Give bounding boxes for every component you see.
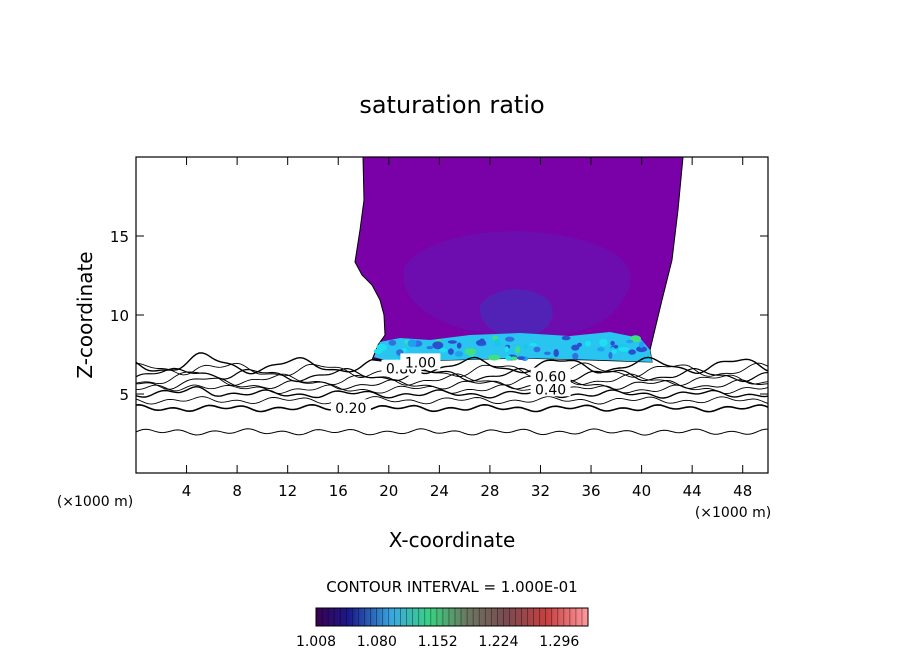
colorbar-ticks: 1.008 1.080 1.152 1.224 1.296 <box>296 634 579 650</box>
colorbar-tick-label: 1.152 <box>418 634 458 650</box>
contour-label-bg <box>530 380 571 397</box>
cloud-base-band <box>374 332 652 362</box>
cloud-cell <box>488 354 500 361</box>
x-tick-label: 32 <box>531 482 550 500</box>
x-tick-label: 16 <box>329 482 348 500</box>
inner-field <box>403 231 631 337</box>
x-tick-label: 20 <box>379 482 398 500</box>
cloud-cell <box>608 351 613 360</box>
cloud-cell <box>510 356 518 361</box>
cloud-cell <box>636 346 648 353</box>
x-tick-label: 36 <box>581 482 600 500</box>
contour-label: 0.60 <box>535 370 566 386</box>
contour-labels: 0.200.400.600.801.00 <box>330 353 571 417</box>
cloud-cell <box>515 346 521 354</box>
cloud-cell <box>630 335 641 343</box>
colorbar-tick-label: 1.224 <box>478 634 518 650</box>
cloud-cell <box>584 340 592 347</box>
x-tick-label: 44 <box>683 482 702 500</box>
cloud-cell <box>599 338 608 347</box>
x-axis-label: X-coordinate <box>389 528 516 552</box>
x-tick-label: 28 <box>480 482 499 500</box>
contour-line <box>136 384 768 395</box>
colorbar-tick-label: 1.008 <box>296 634 336 650</box>
cloud-cell <box>454 351 463 357</box>
cloud-cell <box>639 341 645 348</box>
cloud-cell <box>561 335 571 341</box>
cloud-cell <box>613 344 619 349</box>
chart-title: saturation ratio <box>359 91 544 119</box>
cloud-cell <box>432 341 444 350</box>
cloud-cell <box>505 355 512 361</box>
cloud-cell <box>448 348 454 355</box>
cloud-cell <box>388 339 397 346</box>
x-tick-label: 4 <box>182 482 192 500</box>
cloud-cell <box>626 339 634 344</box>
contour-label: 1.00 <box>405 355 436 371</box>
x-tick-label: 12 <box>278 482 297 500</box>
cloud-cell <box>376 343 388 351</box>
colorbar-tick-label: 1.296 <box>539 634 579 650</box>
x-unit-left: (×1000 m) <box>57 494 133 510</box>
plot-area <box>136 157 768 436</box>
y-tick-label: 10 <box>110 307 129 325</box>
cloud-cell <box>479 338 485 344</box>
cloud-cell <box>628 349 636 355</box>
cloud-cell <box>447 340 457 344</box>
cloud-cell <box>571 344 580 351</box>
cloud-cell <box>407 339 417 348</box>
contour-line <box>136 428 768 436</box>
cloud-cell <box>533 346 541 353</box>
cloud-cell <box>517 356 525 360</box>
colorbar-divisions <box>321 608 583 626</box>
x-tick-label: 24 <box>430 482 449 500</box>
cloud-cell <box>618 346 630 352</box>
contour-line <box>136 352 768 375</box>
cloud-cell <box>572 352 579 360</box>
y-axis-label: Z-coordinate <box>73 251 97 378</box>
contour-line <box>136 396 768 405</box>
x-axis: 4 8 12 16 20 24 28 32 36 40 44 48 <box>182 157 752 500</box>
cloud-cell <box>426 346 434 350</box>
contour-line <box>136 367 768 383</box>
contour-lines <box>136 352 768 436</box>
x-tick-label: 40 <box>632 482 651 500</box>
y-tick-label: 5 <box>119 386 129 404</box>
x-tick-label: 8 <box>232 482 242 500</box>
colorbar-tick-label: 1.080 <box>357 634 397 650</box>
contour-line <box>136 403 768 413</box>
contour-label: 0.20 <box>335 401 366 417</box>
contour-line <box>136 377 768 390</box>
cloud-cell <box>529 342 538 347</box>
cloud-cell <box>439 348 448 353</box>
cloud-cell <box>597 347 605 352</box>
contour-label-bg <box>530 367 571 384</box>
contour-interval: CONTOUR INTERVAL = 1.000E-01 <box>326 578 577 596</box>
cloud-cell <box>522 344 528 350</box>
cloud-cell <box>456 342 462 349</box>
cloud-cell <box>493 339 501 347</box>
contour-label: 0.40 <box>535 382 566 398</box>
cloud-cell <box>505 336 515 342</box>
cloud-cell <box>610 340 615 346</box>
y-axis: 5 10 15 <box>110 228 768 404</box>
x-unit-right: (×1000 m) <box>695 505 771 521</box>
cloud-cell <box>464 348 477 356</box>
cloud-cell <box>544 351 551 355</box>
core-field <box>479 289 553 337</box>
contour-line <box>136 362 768 378</box>
cloud-cell <box>553 349 559 357</box>
cloud-cell <box>611 349 618 354</box>
contour-line <box>136 385 768 399</box>
contour-label-bg <box>330 399 371 416</box>
y-tick-label: 15 <box>110 228 129 246</box>
contour-label-bg <box>400 353 441 370</box>
cloud-cell <box>504 346 509 353</box>
x-tick-label: 48 <box>733 482 752 500</box>
colorbar <box>315 607 589 627</box>
